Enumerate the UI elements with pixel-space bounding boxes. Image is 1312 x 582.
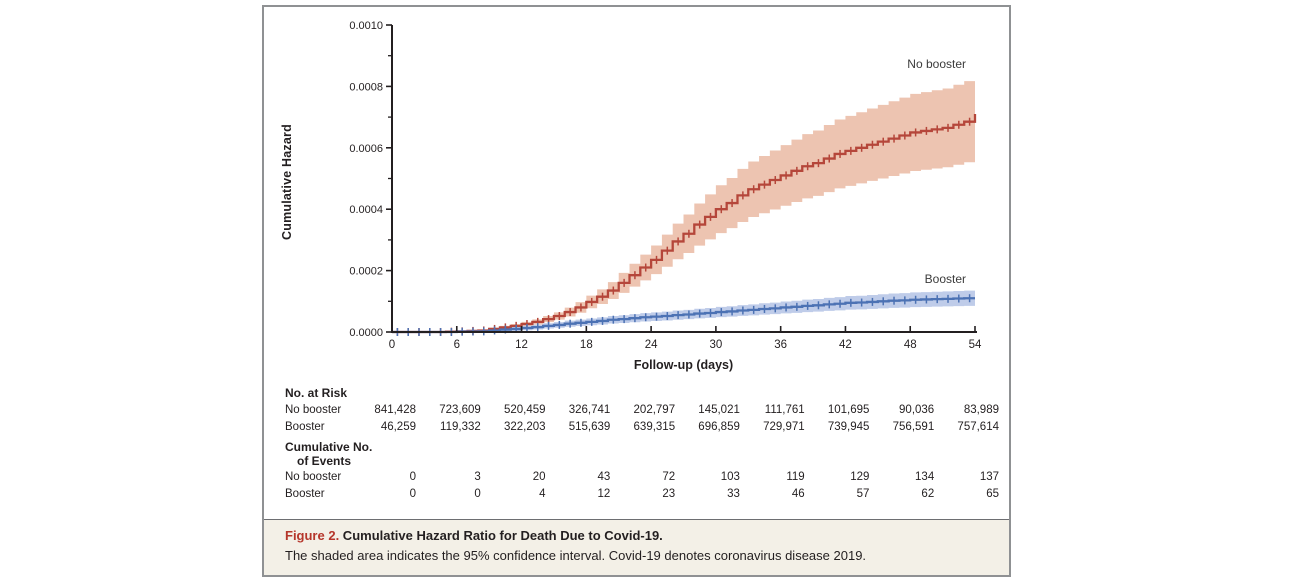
table-cell: 46 — [791, 488, 805, 500]
table-cell: 729,971 — [763, 421, 805, 433]
table-cell: 65 — [986, 488, 999, 500]
table-cell: 0 — [409, 471, 416, 483]
x-tick-label: 48 — [904, 339, 917, 351]
table-cell: 134 — [915, 471, 935, 483]
table-cell: 57 — [856, 488, 870, 500]
figure-caption: Figure 2. Cumulative Hazard Ratio for De… — [264, 519, 1009, 575]
table-cell: 33 — [727, 488, 740, 500]
hazard-curve-no-booster — [392, 114, 977, 334]
y-tick-label: 0.0002 — [349, 266, 383, 278]
figure-panel: 0.0000 0.0002 0.0004 0.0006 0.0008 0.0010 0 6 12… — [262, 5, 1011, 577]
table-cell: 639,315 — [633, 421, 676, 433]
table-cell: 103 — [720, 471, 740, 483]
table-cell: 0 — [474, 488, 481, 500]
table-cell: 723,609 — [439, 404, 481, 416]
table-cell: 841,428 — [374, 404, 416, 416]
events-row-booster: Booster 0 0 4 12 23 33 46 57 62 65 — [264, 488, 1009, 503]
y-axis-title: Cumulative Hazard — [280, 124, 294, 240]
table-cell: 202,797 — [633, 404, 676, 416]
table-cell: 0 — [409, 488, 416, 500]
at-risk-header: No. at Risk — [285, 386, 348, 400]
table-cell: 23 — [662, 488, 676, 500]
y-tick-label: 0.0004 — [349, 204, 383, 216]
table-cell: 20 — [532, 471, 546, 483]
table-cell: 12 — [597, 488, 611, 500]
chart-canvas: 0.0000 0.0002 0.0004 0.0006 0.0008 0.0010 0 6 12… — [349, 20, 982, 351]
row-label: Booster — [285, 421, 325, 433]
table-cell: 129 — [850, 471, 870, 483]
x-tick-label: 6 — [454, 339, 460, 351]
table-cell: 520,459 — [503, 404, 546, 416]
hazard-curve-booster — [392, 297, 975, 334]
table-cell: 696,859 — [698, 421, 740, 433]
table-cell: 72 — [662, 471, 676, 483]
row-label: No booster — [285, 471, 342, 483]
x-tick-label: 36 — [774, 339, 787, 351]
x-axis-title: Follow-up (days) — [633, 358, 734, 372]
table-cell: 756,591 — [892, 421, 935, 433]
row-label: Booster — [285, 488, 325, 500]
table-cell: 43 — [597, 471, 611, 483]
figure-number-label: Figure 2. — [285, 528, 340, 543]
series-label-booster: Booster — [924, 272, 966, 286]
at-risk-row-no-booster: No booster 841,428 723,609 520,459 326,741 2… — [264, 404, 1009, 419]
table-cell: 3 — [474, 471, 481, 483]
table-cell: 119,332 — [440, 421, 481, 433]
table-cell: 515,639 — [568, 421, 611, 433]
table-cell: 739,945 — [827, 421, 870, 433]
hazard-chart: 0.0000 0.0002 0.0004 0.0006 0.0008 0.0010 0 6 12… — [264, 7, 1009, 382]
at-risk-row-booster: Booster 46,259 119,332 322,203 515,639 639,3… — [264, 421, 1009, 436]
y-tick-label: 0.0008 — [349, 81, 383, 93]
figure-caption-title: Cumulative Hazard Ratio for Death Due to… — [339, 528, 663, 543]
table-cell: 322,203 — [503, 421, 546, 433]
table-cell: 111,761 — [764, 404, 805, 416]
x-tick-label: 54 — [969, 339, 982, 351]
ci-band-no-booster — [392, 72, 975, 332]
events-row-no-booster: No booster 0 3 20 43 72 103 119 129 134 137 — [264, 471, 1009, 486]
events-header-line2: of Events — [297, 454, 352, 468]
table-cell: 119 — [786, 471, 805, 483]
table-cell: 137 — [979, 471, 999, 483]
x-tick-label: 30 — [709, 339, 722, 351]
x-tick-label: 18 — [580, 339, 593, 351]
events-header-line1: Cumulative No. — [285, 440, 373, 454]
table-cell: 145,021 — [698, 404, 740, 416]
table-cell: 4 — [539, 488, 546, 500]
y-tick-label: 0.0000 — [349, 327, 383, 339]
table-cell: 46,259 — [380, 421, 416, 433]
table-cell: 326,741 — [568, 404, 611, 416]
table-cell: 757,614 — [957, 421, 999, 433]
table-cell: 101,695 — [827, 404, 870, 416]
x-tick-label: 12 — [515, 339, 528, 351]
table-cell: 62 — [921, 488, 935, 500]
x-tick-label: 42 — [839, 339, 852, 351]
x-tick-label: 24 — [645, 339, 658, 351]
table-cell: 83,989 — [963, 404, 999, 416]
y-tick-label: 0.0010 — [349, 20, 383, 32]
ci-band-booster — [392, 290, 975, 332]
y-tick-label: 0.0006 — [349, 143, 383, 155]
row-label: No booster — [285, 404, 342, 416]
figure-caption-body: The shaded area indicates the 95% confid… — [285, 548, 867, 563]
x-tick-label: 0 — [389, 339, 395, 351]
table-cell: 90,036 — [899, 404, 935, 416]
series-label-no-booster: No booster — [907, 57, 966, 71]
